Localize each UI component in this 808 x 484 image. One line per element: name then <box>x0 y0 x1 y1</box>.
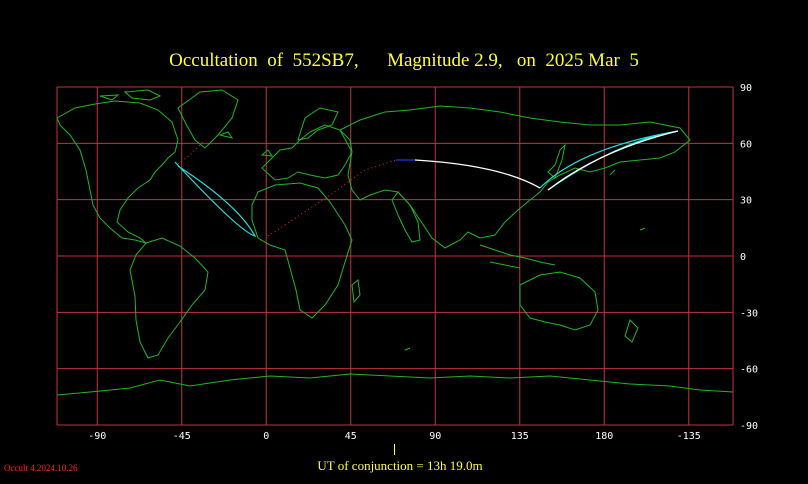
latitude-label: 0 <box>740 252 746 263</box>
longitude-label: -90 <box>88 431 106 442</box>
coastline-africa <box>251 182 353 319</box>
latitude-label: -60 <box>740 365 758 376</box>
coastline-arctic-islands <box>99 89 162 101</box>
latitude-label: 30 <box>740 196 752 207</box>
coastline-madagascar <box>351 279 361 304</box>
coastline-scandinavia <box>297 107 339 141</box>
map-title: Occultation of 552SB7, Magnitude 2.9, on… <box>169 50 639 71</box>
longitude-label: -135 <box>677 431 701 442</box>
conjunction-marker <box>394 444 395 455</box>
axis-labels: -90 -45 0 45 90 135 180 -135 90 60 30 0 -30 -60 -90 <box>88 83 758 442</box>
latitude-label: -90 <box>740 421 758 432</box>
longitude-label: -45 <box>173 431 191 442</box>
coordinate-grid <box>56 86 734 426</box>
longitude-label: 45 <box>345 431 357 442</box>
coastline-indonesia <box>479 244 556 269</box>
coastline-new-zealand <box>624 319 639 343</box>
coastline-japan <box>547 143 566 179</box>
coastline-india <box>391 191 421 243</box>
ground-track-night-western <box>177 139 206 165</box>
longitude-label: 90 <box>429 431 441 442</box>
latitude-label: 90 <box>740 83 752 94</box>
coastline-europe <box>261 124 353 181</box>
coastline-australia <box>519 271 599 331</box>
longitude-label: 180 <box>595 431 613 442</box>
longitude-label: 0 <box>263 431 269 442</box>
coastline-islands <box>218 131 646 351</box>
latitude-label: -30 <box>740 308 758 319</box>
coastline-south-america <box>129 237 209 359</box>
coastline-antarctica <box>56 373 734 396</box>
longitude-label: 135 <box>511 431 529 442</box>
coastlines <box>56 89 734 396</box>
software-version: Occult 4.2024.10.26 <box>4 463 78 473</box>
conjunction-time: UT of conjunction = 13h 19.0m <box>317 458 483 473</box>
ground-track-night-eastern <box>267 159 397 237</box>
occultation-paths <box>174 130 679 237</box>
ground-track-daylight <box>414 130 679 191</box>
coastline-north-america <box>56 100 179 244</box>
latitude-label: 60 <box>740 139 752 150</box>
path-limit-atlantic <box>174 161 257 237</box>
coastline-greenland <box>177 89 239 149</box>
